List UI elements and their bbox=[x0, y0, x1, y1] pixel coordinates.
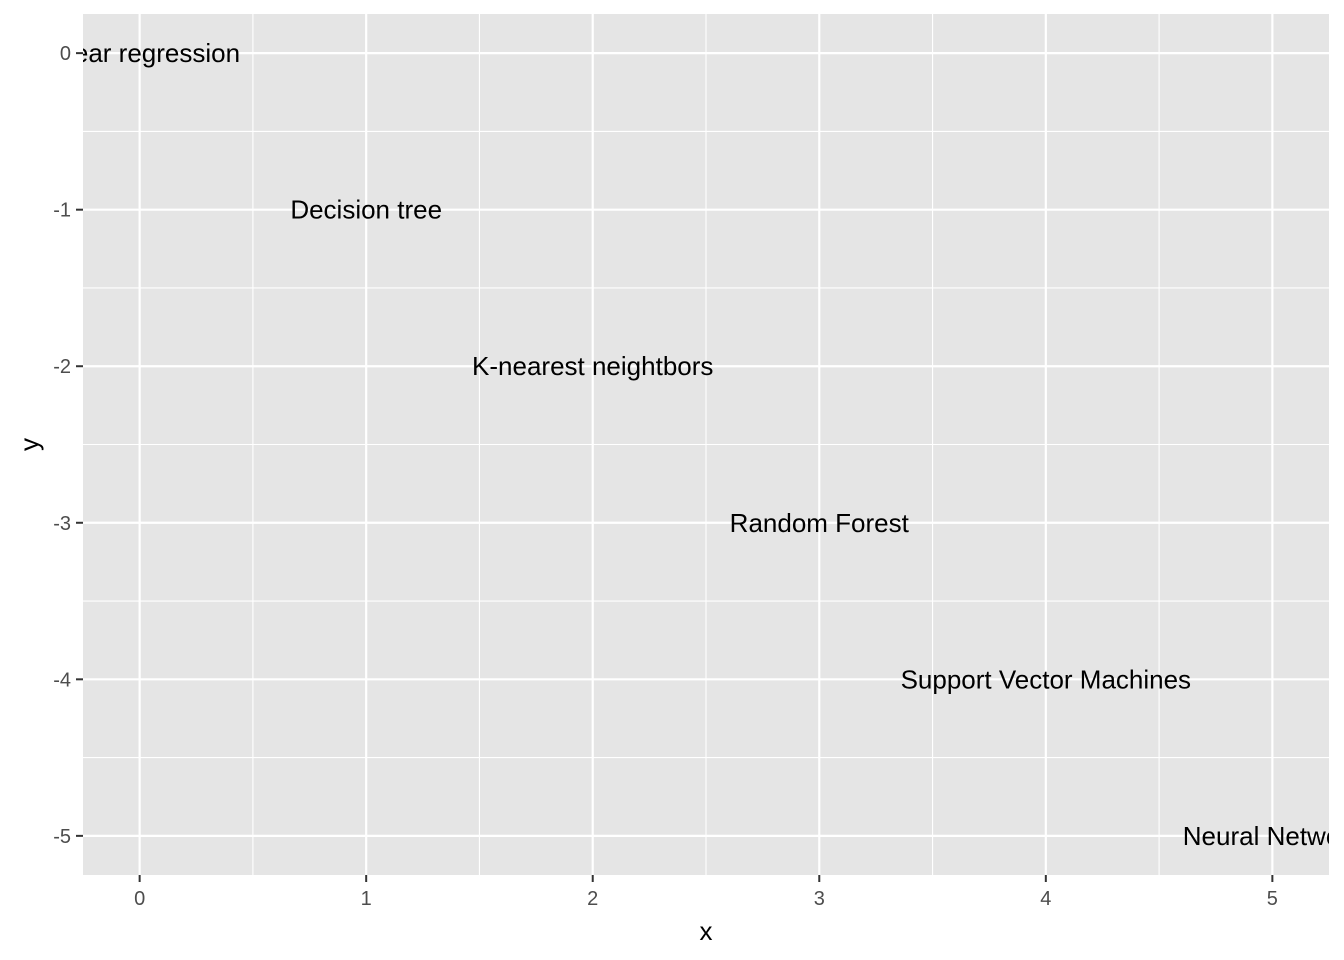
y-tick-label: -5 bbox=[53, 826, 71, 848]
point-label: Support Vector Machines bbox=[901, 664, 1192, 694]
x-tick-label: 2 bbox=[587, 888, 598, 910]
x-tick-label: 5 bbox=[1267, 888, 1278, 910]
point-label: K-nearest neightbors bbox=[472, 351, 713, 381]
grid-lines bbox=[83, 14, 1329, 875]
point-label: Neural Network bbox=[1183, 821, 1344, 851]
point-label: Decision tree bbox=[290, 195, 442, 225]
axes: 0 1 2 3 4 5 0 -1 -2 -3 -4 -5 bbox=[53, 43, 1278, 910]
x-axis-title: x bbox=[700, 916, 713, 946]
x-tick-label: 4 bbox=[1040, 888, 1051, 910]
y-tick-label: -2 bbox=[53, 356, 71, 378]
point-label: Linear regression bbox=[39, 38, 240, 68]
point-label: Random Forest bbox=[730, 508, 910, 538]
y-tick-label: 0 bbox=[60, 43, 71, 65]
x-tick-label: 1 bbox=[361, 888, 372, 910]
y-axis-title: y bbox=[14, 438, 44, 451]
data-labels: Linear regression Decision tree K-nearest … bbox=[39, 38, 1344, 851]
y-tick-label: -3 bbox=[53, 513, 71, 535]
x-tick-label: 0 bbox=[134, 888, 145, 910]
y-tick-label: -1 bbox=[53, 200, 71, 222]
x-tick-label: 3 bbox=[814, 888, 825, 910]
y-tick-label: -4 bbox=[53, 669, 71, 691]
